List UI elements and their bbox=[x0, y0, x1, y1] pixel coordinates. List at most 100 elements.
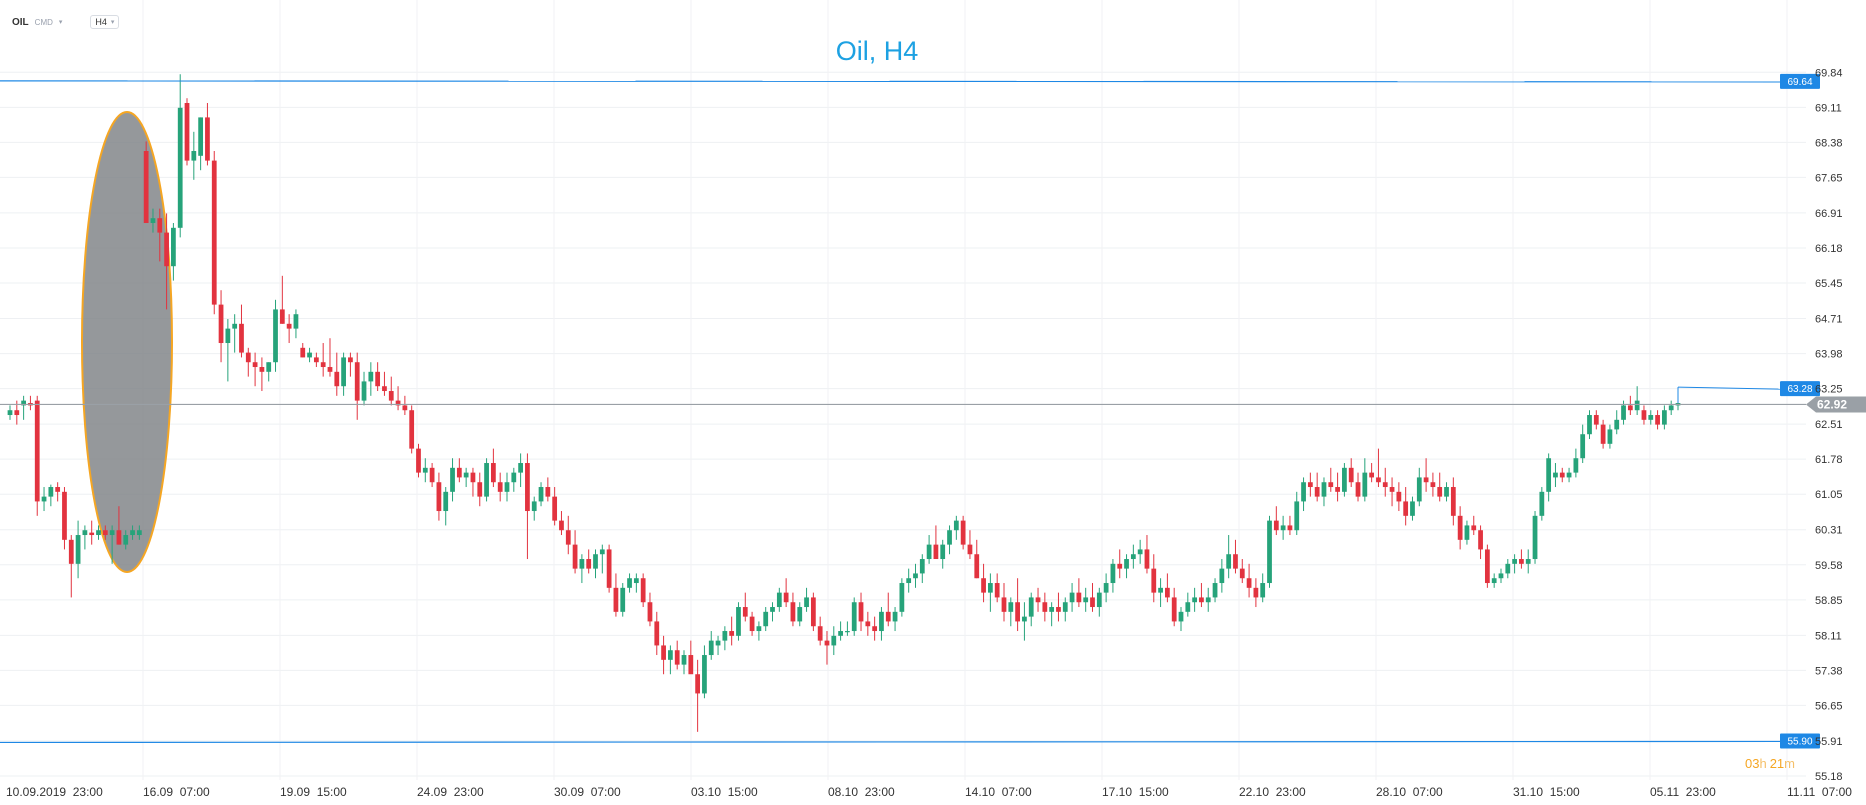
candle-body bbox=[21, 400, 26, 406]
symbol-label[interactable]: OIL bbox=[12, 16, 29, 28]
candle-body bbox=[395, 400, 401, 406]
candle-body bbox=[640, 578, 646, 603]
price-tick-label: 57.38 bbox=[1815, 665, 1843, 677]
candle-body bbox=[1410, 501, 1415, 516]
candle-body bbox=[518, 463, 523, 473]
price-tick-label: 56.65 bbox=[1815, 700, 1843, 712]
candle-body bbox=[1362, 472, 1368, 497]
candle-body bbox=[831, 635, 837, 646]
chart-title: Oil, H4 bbox=[836, 36, 919, 66]
candle-body bbox=[1450, 487, 1456, 516]
candle-body bbox=[668, 650, 673, 660]
candle-body bbox=[1103, 583, 1109, 593]
candle-body bbox=[1593, 415, 1599, 425]
candle-body bbox=[810, 597, 816, 627]
candle-body bbox=[702, 655, 707, 694]
candle-body bbox=[252, 362, 258, 368]
symbol-dropdown-icon[interactable]: ▾ bbox=[58, 19, 63, 26]
candle-body bbox=[1573, 458, 1579, 473]
level-badge-label: 69.64 bbox=[1787, 77, 1812, 88]
candle-body bbox=[613, 587, 619, 612]
candle-body bbox=[1519, 559, 1524, 564]
candle-body bbox=[470, 472, 476, 483]
chart-annotation-ellipse[interactable] bbox=[81, 111, 173, 573]
chevron-down-icon: ▾ bbox=[110, 19, 115, 26]
candle-body bbox=[293, 314, 299, 329]
countdown-minutes: 21 bbox=[1770, 756, 1784, 771]
timeframe-select[interactable]: H4 ▾ bbox=[90, 15, 120, 29]
candle-body bbox=[1355, 482, 1361, 497]
horizontal-level-line bbox=[0, 740, 1781, 744]
candle-body bbox=[211, 160, 217, 305]
candle-body bbox=[627, 578, 632, 588]
candle-body bbox=[225, 328, 231, 344]
candle-body bbox=[1130, 554, 1136, 560]
candle-body bbox=[1546, 458, 1552, 492]
series-end-label: 63.28 bbox=[1787, 384, 1812, 395]
candle-body bbox=[1457, 515, 1463, 540]
candle-body bbox=[7, 410, 13, 416]
candle-body bbox=[409, 410, 415, 449]
candle-body bbox=[586, 559, 592, 569]
candle-body bbox=[1566, 472, 1572, 478]
candle-body bbox=[1641, 410, 1647, 420]
candle-body bbox=[1403, 501, 1409, 516]
candle-body bbox=[1437, 487, 1443, 497]
candle-body bbox=[402, 405, 408, 411]
candle-body bbox=[858, 602, 864, 622]
candle-body bbox=[1498, 573, 1504, 579]
candle-body bbox=[48, 487, 54, 497]
candle-body bbox=[722, 631, 728, 641]
time-tick-label: 30.09 07:00 bbox=[554, 785, 621, 799]
candle-body bbox=[1144, 549, 1150, 569]
time-tick-label: 24.09 23:00 bbox=[417, 785, 484, 799]
candle-body bbox=[1307, 482, 1313, 488]
candle-body bbox=[416, 448, 421, 473]
candle-body bbox=[851, 602, 857, 632]
level-badge bbox=[1780, 73, 1820, 89]
candle-body bbox=[790, 602, 796, 622]
candle-body bbox=[845, 631, 850, 633]
candle-body bbox=[899, 583, 905, 612]
candle-body bbox=[797, 607, 803, 622]
candle-body bbox=[1205, 597, 1211, 603]
candle-body bbox=[1212, 583, 1218, 598]
candle-body bbox=[1171, 597, 1177, 622]
candle-body bbox=[1634, 400, 1640, 411]
candle-body bbox=[136, 530, 142, 536]
candle-body bbox=[1655, 415, 1660, 425]
candle-body bbox=[906, 578, 912, 584]
price-tick-label: 58.11 bbox=[1815, 630, 1842, 642]
candle-body bbox=[1382, 482, 1388, 488]
candle-body bbox=[456, 467, 462, 478]
time-tick-label: 16.09 07:00 bbox=[143, 785, 210, 799]
candle-body bbox=[1525, 559, 1531, 564]
price-tick-label: 64.71 bbox=[1815, 314, 1843, 326]
candle-body bbox=[708, 640, 714, 656]
price-tick-label: 69.11 bbox=[1815, 102, 1842, 114]
candle-body bbox=[1335, 487, 1340, 492]
candle-body bbox=[926, 544, 932, 560]
candle-body bbox=[96, 530, 101, 536]
candle-body bbox=[770, 607, 775, 612]
candle-body bbox=[1124, 559, 1129, 569]
candle-body bbox=[545, 487, 551, 497]
time-tick-label: 03.10 15:00 bbox=[691, 785, 758, 799]
candle-body bbox=[817, 626, 823, 641]
candle-body bbox=[232, 323, 238, 329]
candle-body bbox=[348, 357, 353, 363]
time-tick-label: 19.09 15:00 bbox=[280, 785, 347, 799]
candle-body bbox=[783, 592, 789, 603]
candle-body bbox=[75, 535, 81, 564]
candle-body bbox=[1192, 597, 1198, 603]
time-tick-label: 17.10 15:00 bbox=[1102, 785, 1169, 799]
price-tick-label: 60.31 bbox=[1815, 525, 1843, 537]
candle-body bbox=[436, 482, 442, 512]
bar-countdown: 03h 21m bbox=[1745, 756, 1795, 771]
candle-body bbox=[1219, 568, 1225, 584]
candle-body bbox=[729, 631, 735, 636]
candle-body bbox=[654, 621, 660, 646]
candle-body bbox=[218, 304, 224, 344]
candle-body bbox=[14, 410, 20, 416]
